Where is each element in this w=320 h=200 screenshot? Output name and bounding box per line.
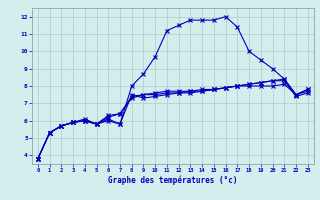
X-axis label: Graphe des températures (°c): Graphe des températures (°c) [108, 176, 237, 185]
